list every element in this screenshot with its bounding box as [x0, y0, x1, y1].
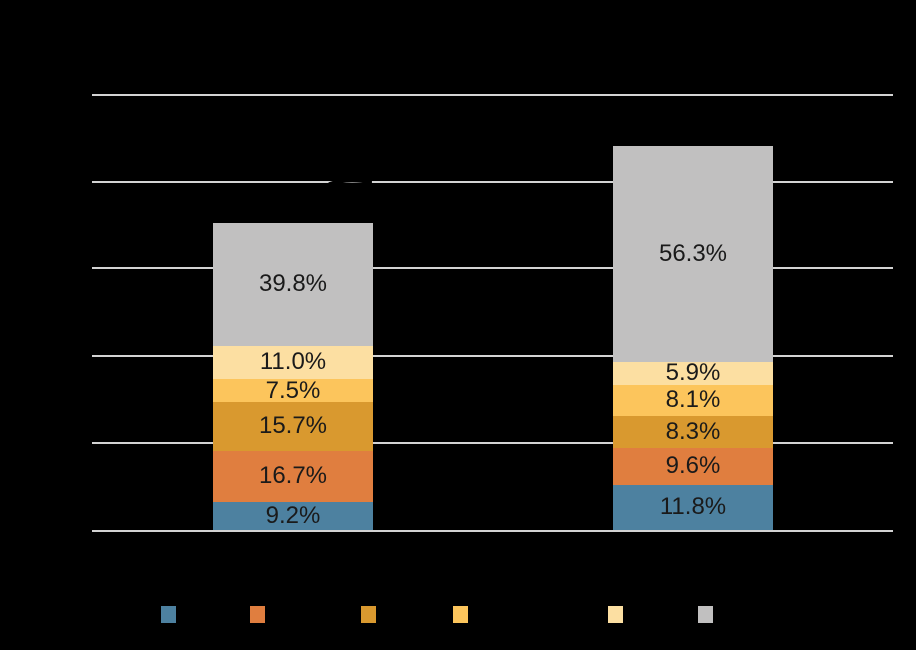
segment-value-label: 56.3%	[658, 239, 728, 267]
bar-2-light-yellow-segment: 5.9%	[613, 359, 773, 387]
bar-2-gold-segment: 8.3%	[613, 415, 773, 448]
segment-value-label: 5.9%	[665, 359, 721, 387]
x-axis-line	[92, 530, 893, 532]
bar-1-orange-segment: 16.7%	[213, 450, 373, 502]
bar-1-yellow-segment: 7.5%	[213, 376, 373, 404]
bar-1-gray-segment: 39.8%	[213, 223, 373, 346]
segment-value-label: 9.6%	[665, 452, 721, 480]
bar-1-gold-segment: 15.7%	[213, 402, 373, 451]
gridline	[92, 355, 893, 357]
gridline	[92, 442, 893, 444]
segment-value-label: 15.7%	[258, 412, 328, 440]
segment-value-label: 11.0%	[259, 348, 327, 376]
segment-value-label: 11.8%	[659, 493, 727, 521]
legend-swatch-light-yellow-segment	[608, 606, 623, 623]
segment-value-label: 39.8%	[258, 270, 328, 298]
legend-swatch-gray-segment	[698, 606, 713, 623]
legend-swatch-yellow-segment	[453, 606, 468, 623]
legend-swatch-blue-segment	[161, 606, 176, 623]
bar-1-light-yellow-segment: 11.0%	[213, 345, 373, 380]
legend-swatch-gold-segment	[361, 606, 376, 623]
segment-value-label: 9.2%	[265, 501, 321, 529]
bar-2-orange-segment: 9.6%	[613, 447, 773, 485]
segment-value-label: 16.7%	[258, 462, 328, 490]
bar-2-gray-segment: 56.3%	[613, 145, 773, 362]
gridline	[92, 181, 893, 183]
bar-1-blue-segment: 9.2%	[213, 501, 373, 530]
bar-2-yellow-segment: 8.1%	[613, 384, 773, 416]
segment-value-label: 8.3%	[665, 417, 721, 445]
gridline	[92, 94, 893, 96]
legend-swatch-orange-segment	[250, 606, 265, 623]
gridline	[92, 267, 893, 269]
bar-2-blue-segment: 11.8%	[613, 484, 773, 530]
segment-value-label: 7.5%	[265, 376, 321, 404]
segment-value-label: 8.1%	[665, 386, 721, 414]
